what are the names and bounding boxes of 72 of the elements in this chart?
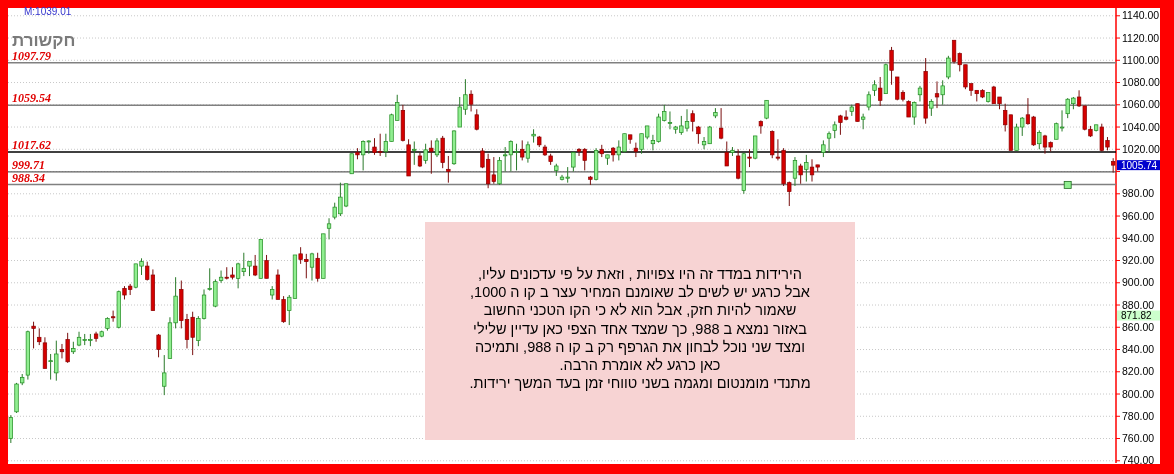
y-tick-label: 820.00	[1122, 365, 1155, 378]
candlestick	[326, 217, 332, 240]
candlestick	[429, 139, 434, 175]
candlestick	[724, 141, 729, 167]
candlestick	[349, 153, 354, 175]
candlestick	[111, 310, 116, 323]
candlestick	[889, 46, 894, 86]
y-tick-label: 960.00	[1122, 209, 1155, 222]
ref-line-label: 1097.79	[12, 48, 51, 63]
ref-line-label: 1059.54	[12, 91, 51, 106]
candlestick	[633, 142, 638, 158]
candlestick	[770, 129, 775, 159]
candlestick	[162, 354, 167, 396]
candlestick	[264, 254, 269, 279]
candlestick	[309, 252, 315, 282]
candlestick	[878, 76, 883, 107]
candlestick	[912, 100, 917, 126]
y-tick-label: 840.00	[1122, 343, 1155, 356]
annotation: הירידות במדד זה היו צפויות , וזאת על פי עדכונים עליו, אבל כרגע יש לשים לב שאומנם המחיר עצר ב קו ה 1000, שאמור להיות חזק, אבל הוא לא כי הקו הטכני החשוב באזור נמצא ב 988, כך שמצד אחד הצפי כאן עדיין שלילי ומצד שני נוכל לבחון את הגרפף רק ב קו ה 988, ותמיכה כאן כרגע לא אומרת הרבה. מתנדי מומנטום ומגמה בשני טווחי זמן בעד המשך ירידות.	[469, 266, 811, 392]
y-tick-label: 860.00	[1122, 320, 1155, 333]
candlestick	[1037, 129, 1042, 150]
candlestick	[525, 141, 531, 164]
candlestick	[468, 89, 474, 112]
candlestick	[8, 414, 13, 444]
candlestick	[667, 110, 673, 130]
candlestick	[946, 55, 951, 80]
candlestick	[798, 163, 803, 185]
candlestick	[940, 79, 945, 106]
y-tick-label: 780.00	[1122, 409, 1155, 422]
candlestick	[718, 107, 724, 140]
y-tick-label: 880.00	[1122, 298, 1155, 311]
text: חקשורת	[12, 31, 76, 50]
candlestick	[497, 156, 502, 186]
candlestick	[736, 148, 741, 180]
candlestick	[434, 137, 440, 158]
y-tick-label: 1020.00	[1122, 142, 1161, 155]
candlestick	[315, 252, 320, 283]
y-tick-label: 1100.00	[1122, 53, 1160, 66]
candlestick	[423, 143, 428, 165]
candlestick	[218, 270, 224, 284]
y-tick-label: 940.00	[1122, 231, 1155, 244]
y-tick-label: 1120.00	[1122, 31, 1160, 44]
candlestick	[611, 146, 616, 163]
candlestick	[861, 113, 866, 130]
y-tick-label: 1080.00	[1122, 76, 1161, 89]
y-tick-label: 1040.00	[1122, 120, 1161, 133]
y-tick-label: 740.00	[1122, 454, 1155, 467]
y-tick-label: 980.00	[1122, 187, 1155, 200]
ref-line-label: 1017.62	[12, 137, 51, 152]
candlestick	[412, 141, 417, 166]
candlestick	[804, 154, 809, 183]
candlestick	[520, 139, 525, 161]
y-tick-label: 760.00	[1122, 432, 1155, 445]
candlestick	[826, 130, 832, 154]
text: 871.82	[1121, 310, 1153, 322]
annotation: M:1039.01	[24, 6, 72, 17]
text: 1005.74	[1121, 159, 1158, 171]
candlestick	[31, 321, 36, 349]
y-tick-label: 900.00	[1122, 276, 1155, 289]
y-tick-label: 1140.00	[1122, 9, 1160, 22]
ref-line-label: 999.71	[12, 157, 45, 172]
ref-line-label: 988.34	[12, 170, 45, 185]
candlestick	[792, 156, 798, 187]
candlestick	[866, 90, 871, 111]
y-tick-label: 1060.00	[1122, 98, 1161, 111]
y-tick-label: 920.00	[1122, 254, 1155, 267]
candlestick	[758, 119, 763, 135]
candlestick	[690, 109, 695, 132]
candlestick	[446, 155, 451, 184]
candlestick	[934, 80, 940, 109]
y-tick-label: 800.00	[1122, 387, 1155, 400]
note: הירידות במדד זה היו צפויות , וזאת על פי עדכונים עליו, אבל כרגע יש לשים לב שאומנם המחיר עצר ב קו ה 1000, שאמור להיות חזק, אבל הוא לא כי הקו הטכני החשוב באזור נמצא ב 988, כך שמצד אחד הצפי כאן עדיין שלילי ומצד שני נוכל לבחון את הגרפף רק ב קו ה 988, ותמיכה כאן כרגע לא אומרת הרבה. מתנדי מומנטום ומגמה בשני טווחי זמן בעד המשך ירידות.	[425, 222, 855, 440]
